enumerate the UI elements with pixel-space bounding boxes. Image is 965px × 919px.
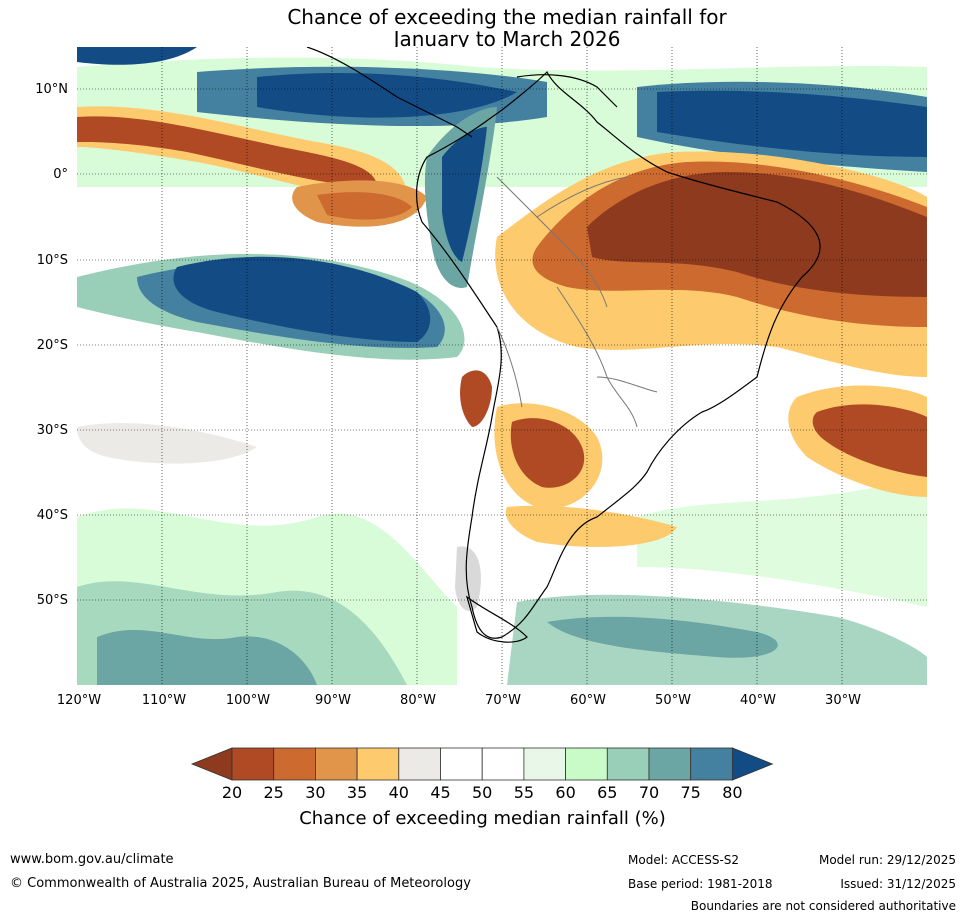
country-borders	[496, 176, 658, 428]
lat-label-0: 0°	[53, 167, 68, 182]
colorbar-segment	[690, 747, 733, 781]
colorbar-segment	[523, 747, 566, 781]
field-dry-30	[317, 192, 412, 220]
colorbar-tick-label: 80	[722, 783, 743, 802]
colorbar-tick-label: 40	[388, 783, 409, 802]
lat-label-10s: 10°S	[36, 253, 68, 268]
lon-label-100w: 100°W	[225, 693, 271, 708]
probability-field	[77, 47, 927, 685]
colorbar-tick-label: 50	[472, 783, 493, 802]
gridlines	[77, 47, 927, 685]
colorbar-segment	[565, 747, 608, 781]
lon-label-30w: 30°W	[825, 693, 861, 708]
footer-model-run: Model run: 29/12/2025	[818, 853, 956, 867]
colorbar-tick-label: 75	[680, 783, 701, 802]
tierra-del-fuego-coastline	[465, 595, 528, 643]
field-wet-80	[257, 72, 517, 118]
lat-label-20s: 20°S	[36, 338, 68, 353]
field-neutral-45	[455, 546, 481, 611]
map-title-line1: Chance of exceeding the median rainfall …	[287, 5, 727, 29]
lon-label-50w: 50°W	[655, 693, 691, 708]
field-neutral-45	[77, 423, 257, 464]
lon-label-120w: 120°W	[56, 693, 102, 708]
colorbar-segment	[356, 747, 400, 781]
caribbean-coastline	[516, 74, 618, 108]
colorbar-tick-label: 55	[513, 783, 535, 802]
border-line	[556, 286, 638, 428]
colorbar-segment	[273, 747, 316, 781]
field-wet-80	[173, 256, 431, 342]
footer-issued: Issued: 31/12/2025	[840, 877, 956, 891]
colorbar-segment	[606, 747, 650, 781]
lon-label-70w: 70°W	[485, 693, 521, 708]
footer-disclaimer: Boundaries are not considered authoritat…	[690, 899, 956, 913]
field-wet-75	[547, 616, 778, 658]
coastlines	[306, 47, 821, 643]
border-line	[496, 176, 608, 308]
colorbar-tick-label: 70	[638, 783, 660, 802]
field-dry-25	[510, 418, 585, 488]
colorbar-segment	[648, 747, 692, 781]
colorbar-tick-label: 35	[346, 783, 368, 802]
colorbar-tick-label: 20	[221, 783, 243, 802]
colorbar-segment	[315, 747, 358, 781]
lat-label-10n: 10°N	[35, 82, 68, 97]
border-line	[536, 176, 628, 218]
field-wet-80	[77, 47, 197, 65]
colorbar-title: Chance of exceeding median rainfall (%)	[299, 808, 666, 829]
lon-label-60w: 60°W	[570, 693, 606, 708]
field-dry-25	[460, 370, 492, 427]
colorbar-tick-label: 60	[555, 783, 576, 802]
footer-base-period: Base period: 1981-2018	[628, 877, 773, 891]
lat-label-30s: 30°S	[36, 423, 68, 438]
south-america-coastline	[416, 70, 821, 639]
colorbar-extend-low	[190, 747, 233, 781]
colorbar-tick-label: 25	[263, 783, 284, 802]
lon-label-110w: 110°W	[141, 693, 187, 708]
colorbar	[190, 747, 774, 781]
colorbar-segment	[481, 747, 525, 781]
lat-label-40s: 40°S	[36, 508, 68, 523]
lon-label-40w: 40°W	[740, 693, 776, 708]
footer-copyright: © Commonwealth of Australia 2025, Austra…	[10, 876, 471, 891]
field-wet-70	[97, 629, 317, 685]
rainfall-map-canvas	[77, 47, 927, 685]
colorbar-tick-label: 65	[597, 783, 618, 802]
colorbar-tick-label: 45	[430, 783, 451, 802]
lat-label-50s: 50°S	[36, 593, 68, 608]
field-wet-80	[442, 127, 487, 262]
colorbar-segment	[231, 747, 275, 781]
map-title-line2: January to March 2026	[393, 27, 621, 51]
field-dry-25	[77, 116, 377, 187]
footer-url[interactable]: www.bom.gov.au/climate	[10, 852, 174, 867]
lon-label-90w: 90°W	[315, 693, 351, 708]
field-wet-80	[657, 90, 927, 157]
colorbar-extend-high	[732, 747, 774, 781]
rainfall-map	[77, 47, 927, 685]
field-dry-35	[505, 505, 677, 547]
border-line	[596, 376, 658, 393]
colorbar-segment	[440, 747, 483, 781]
field-dry-25	[812, 404, 927, 477]
field-wet-60	[637, 487, 927, 607]
lon-label-80w: 80°W	[400, 693, 436, 708]
central-america-coastline	[306, 47, 473, 138]
border-line	[496, 326, 523, 408]
colorbar-segment	[398, 747, 441, 781]
footer-model: Model: ACCESS-S2	[628, 853, 740, 867]
colorbar-tick-label: 30	[305, 783, 326, 802]
